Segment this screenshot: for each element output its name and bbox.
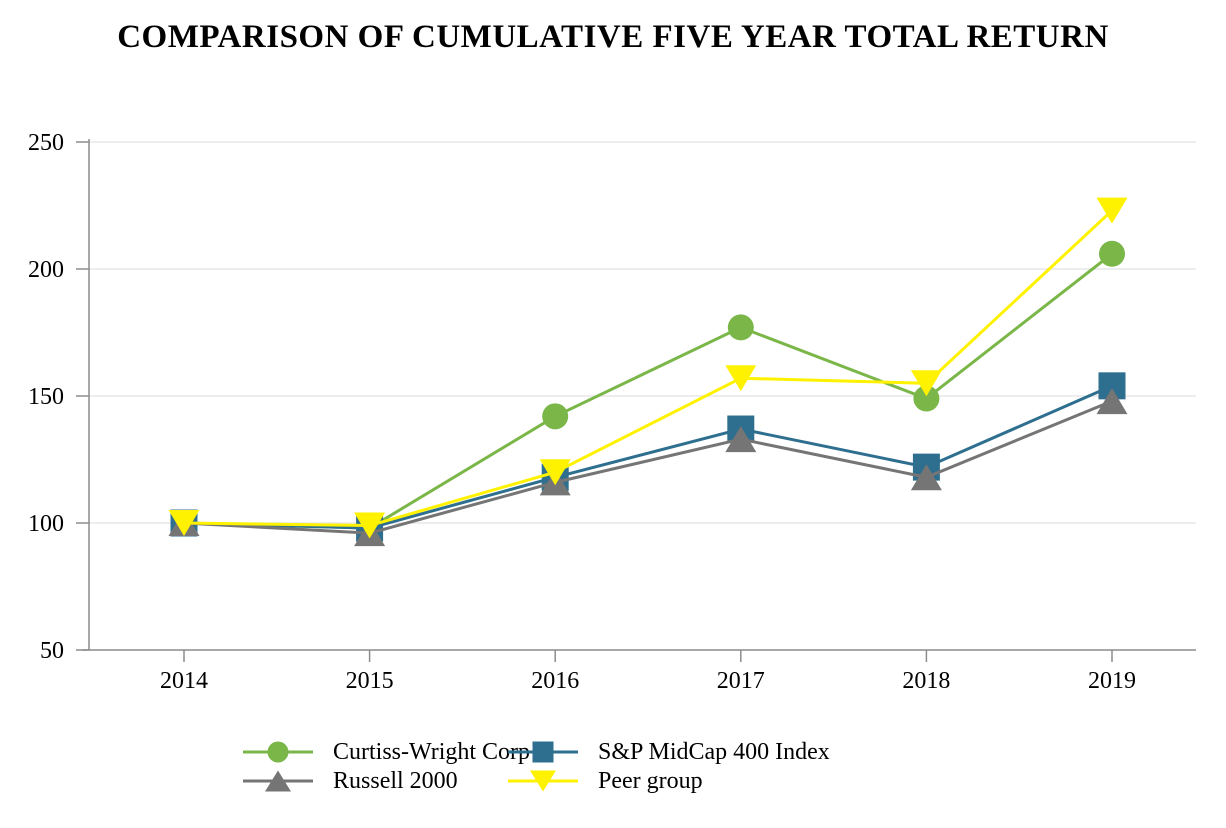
legend-marker-triangle-down	[530, 770, 556, 791]
series-s-p-midcap-400-index	[170, 372, 1126, 542]
marker-curtiss-wright-corp-2017	[727, 314, 754, 341]
marker-curtiss-wright-corp-2018	[913, 385, 940, 412]
chart-title-text: COMPARISON OF CUMULATIVE FIVE YEAR TOTAL…	[117, 19, 1109, 55]
marker-peer-group-2014	[168, 510, 200, 536]
marker-russell-2000-2017	[725, 426, 757, 453]
legend-swatch-circle-icon	[243, 741, 313, 762]
series-line-peer-group	[183, 209, 1114, 528]
legend-item-russell-2000: Russell 2000	[243, 766, 508, 795]
marker-curtiss-wright-corp-2016	[542, 403, 569, 430]
legend-swatch-triangle-up-icon	[243, 770, 313, 791]
x-tick-label-2018: 2018	[902, 668, 950, 694]
legend-label-russell-2000: Russell 2000	[333, 767, 458, 794]
series-line-russell-2000	[183, 399, 1113, 535]
x-tick-label-2016: 2016	[531, 668, 579, 694]
y-tick-label-100: 100	[28, 511, 64, 537]
marker-curtiss-wright-corp-2019	[1099, 240, 1125, 267]
legend-marker-square	[532, 741, 554, 762]
marker-peer-group-2018	[910, 370, 942, 397]
y-tick-label-50: 50	[40, 638, 64, 664]
chart-title: COMPARISON OF CUMULATIVE FIVE YEAR TOTAL…	[0, 16, 1226, 58]
legend-marker-triangle-up	[265, 770, 291, 791]
x-tick-label-2014: 2014	[160, 668, 208, 694]
legend-item-peer-group: Peer group	[508, 766, 830, 795]
y-tick-label-250: 250	[28, 130, 64, 156]
x-tick-label-2017: 2017	[717, 668, 765, 694]
marker-peer-group-2019	[1096, 197, 1128, 224]
y-tick-label-150: 150	[28, 384, 64, 410]
line-chart: 50 100 150 200 250 2014 2015 2016 2017 2018 2019	[28, 130, 1196, 694]
series-peer-group	[168, 197, 1128, 539]
legend-label-curtiss-wright-corp: Curtiss-Wright Corp	[333, 738, 531, 765]
legend-item-curtiss-wright-corp: Curtiss-Wright Corp	[243, 737, 530, 766]
chart-legend: Curtiss-Wright Corp S&P MidCap 400 Index R…	[243, 737, 830, 795]
marker-peer-group-2017	[725, 365, 757, 392]
x-tick-label-2015: 2015	[346, 668, 394, 694]
legend-item-s-p-midcap-400-index: S&P MidCap 400 Index	[508, 737, 830, 766]
legend-swatch-triangle-down-icon	[508, 770, 578, 791]
y-tick-label-200: 200	[28, 257, 64, 283]
legend-swatch-square-icon	[508, 741, 578, 762]
legend-marker-circle	[267, 741, 289, 762]
marker-peer-group-2015	[354, 512, 386, 539]
legend-label-s-p-midcap-400-index: S&P MidCap 400 Index	[598, 738, 830, 765]
marker-russell-2000-2018	[910, 464, 942, 491]
series-curtiss-wright-corp	[171, 240, 1125, 542]
series-line-s-p-midcap-400-index	[183, 384, 1113, 530]
series-line-curtiss-wright-corp	[183, 252, 1113, 530]
legend-label-peer-group: Peer group	[598, 767, 703, 794]
marker-peer-group-2016	[539, 459, 571, 486]
marker-russell-2000-2019	[1096, 388, 1128, 415]
x-tick-label-2019: 2019	[1088, 668, 1136, 694]
